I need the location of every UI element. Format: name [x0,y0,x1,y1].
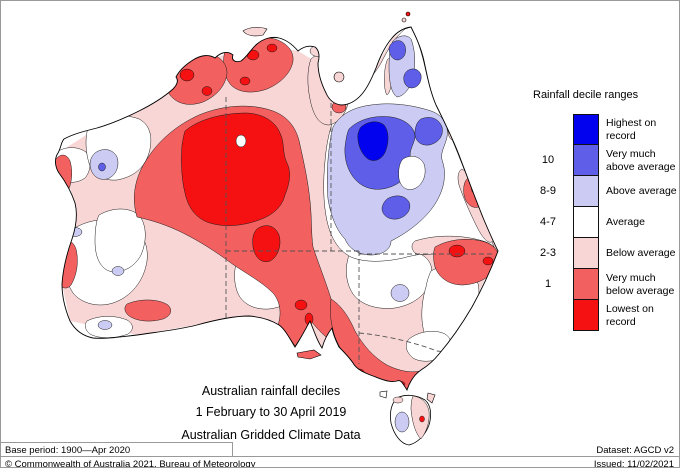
dataset-label: Dataset: AGCD v2 [596,445,674,456]
legend-swatch-above-average [573,175,599,207]
islands [242,11,436,404]
legend-decile-label [523,114,573,145]
legend-desc: Above average [606,176,677,207]
caption-dataset-name: Australian Gridded Climate Data [181,428,361,442]
caption-title: Australian rainfall deciles [201,384,341,398]
copyright-label: © Commonwealth of Australia 2021, Bureau… [5,459,256,468]
legend-desc-line: Above average [606,185,677,198]
legend-desc: Very much above average [606,145,675,176]
footer-divider [1,456,679,457]
legend-swatch-very-much-above [573,144,599,176]
legend-swatch-highest-on-record [573,114,599,145]
legend-desc-line: record [606,315,636,328]
legend-item-highest-on-record: Highest on record [523,114,677,145]
legend-item-very-much-below: 1 Very much below average [523,268,677,300]
legend-desc: Average [606,207,645,238]
legend-decile-label: 4-7 [540,216,556,228]
legend-swatch-below-average [573,237,599,269]
legend-swatch-very-much-below [573,268,599,300]
legend-decile-label: 1 [544,278,552,290]
legend-desc: Lowest on record [606,300,654,331]
legend-item-average: 4-7 Average [523,206,677,238]
legend-desc-line: Below average [606,247,676,260]
legend-desc-line: Lowest on [606,303,654,315]
legend-desc-line: Very much [606,148,656,160]
legend-desc-line: above average [606,160,676,173]
legend-item-lowest-on-record: Lowest on record [523,299,677,331]
caption-period: 1 February to 30 April 2019 [195,405,347,419]
legend-desc-line: Average [606,216,645,229]
legend-item-below-average: 2-3 Below average [523,237,677,269]
mainland-coastline [55,26,499,392]
legend-desc-line: Highest on [606,117,657,129]
legend-item-very-much-above: 10 Very much above average [523,144,677,176]
rainfall-decile-legend: Rainfall decile ranges Highest on record … [523,89,677,331]
issued-label: Issued: 11/02/2021 [593,459,674,468]
legend-desc-line: below average [606,284,675,297]
map-caption: Australian rainfall deciles 1 February t… [111,384,431,442]
legend-item-above-average: 8-9 Above average [523,175,677,207]
legend-desc-line: Very much [606,272,656,284]
legend-decile-label: 2-3 [540,247,556,259]
australia-map [55,11,499,446]
legend-swatch-lowest-on-record [573,299,599,331]
tasmania [390,394,432,446]
legend-desc: Very much below average [606,269,674,300]
legend-desc: Highest on record [606,114,656,145]
legend-decile-label [523,300,573,331]
legend-swatch-average [573,206,599,238]
legend-title: Rainfall decile ranges [533,89,639,101]
legend-decile-label: 10 [541,154,555,166]
state-borders [225,97,493,364]
legend-decile-label: 8-9 [540,185,556,197]
map-regions-lowest-on-record [179,43,498,387]
legend-desc: Below average [606,238,675,269]
legend-desc-line: record [606,129,636,142]
map-regions-above-average [67,31,448,330]
base-period-label: Base period: 1900—Apr 2020 [1,442,233,456]
